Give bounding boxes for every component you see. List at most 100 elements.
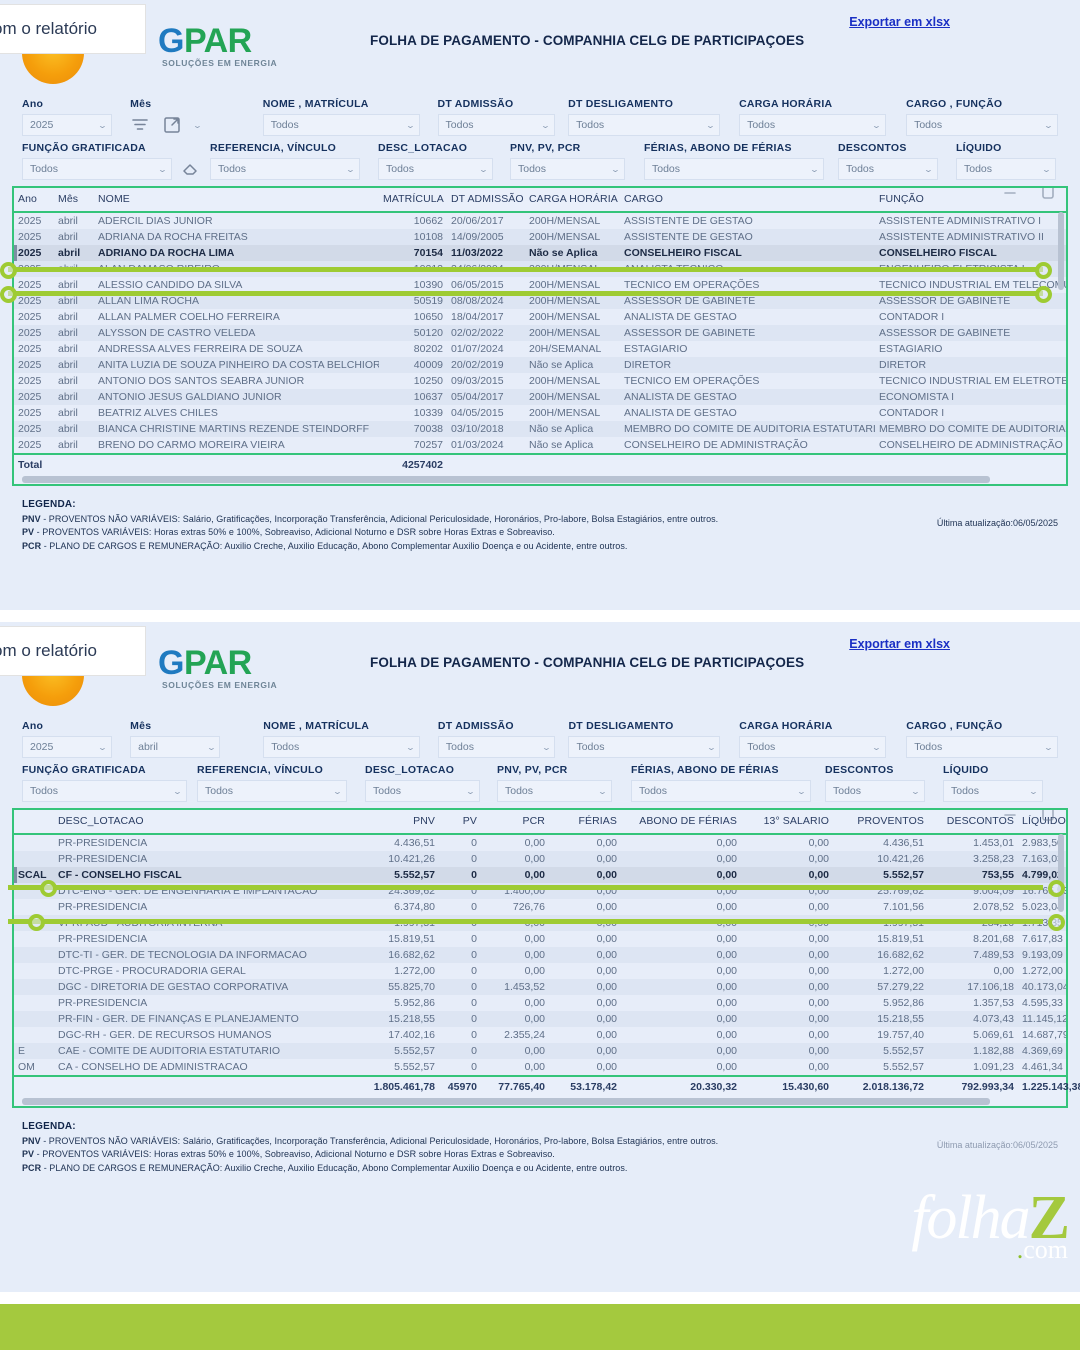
filter-select[interactable]: Todos ⌄ [497,780,612,802]
table-row[interactable]: SCAL CF - CONSELHO FISCAL 5.552,57 0 0,00 0,0… [14,867,1066,883]
table-row[interactable]: 2025 abril ALLAN PALMER COELHO FERREIRA 106… [14,309,1066,325]
table-row[interactable]: PR-PRESIDENCIA 10.421,26 0 0,00 0,00 0,00 0,00… [14,851,1066,867]
horizontal-scrollbar-track[interactable] [14,475,1066,484]
filter-pnv-pv-pcr[interactable]: PNV, PV, PCR Todos ⌄ [510,142,625,180]
table-row[interactable]: 2025 abril ADERCIL DIAS JUNIOR 10662 20/06/2… [14,212,1066,229]
col-pv[interactable]: PV [439,810,481,835]
horizontal-scrollbar-track[interactable] [14,1097,1066,1106]
col-proventos[interactable]: PROVENTOS [833,810,928,835]
chevron-down-icon[interactable]: ⌄ [192,120,203,130]
filter-dt-desligamento[interactable]: DT DESLIGAMENTO Todos ⌄ [568,720,721,758]
col-pcr[interactable]: PCR [481,810,549,835]
filter-select[interactable]: Todos ⌄ [943,780,1043,802]
filter-descontos[interactable]: DESCONTOS Todos ⌄ [838,142,938,180]
filter-ferias-abono[interactable]: FÉRIAS, ABONO DE FÉRIAS Todos ⌄ [631,764,811,802]
filter-select[interactable]: Todos ⌄ [906,114,1058,136]
eraser-icon[interactable] [180,158,200,178]
col-matricula[interactable]: MATRÍCULA [379,188,447,213]
table-row[interactable]: VPRI-AUD - AUDITORIA INTERNA 1.997,51 0 0,0… [14,915,1066,931]
table-row[interactable]: DTC-ENG - GER. DE ENGENHARIA E IMPLANTAC… [14,883,1066,899]
col-desc-lotacao[interactable]: DESC_LOTACAO [54,810,354,835]
filter-select[interactable]: Todos ⌄ [956,158,1056,180]
filter-mes[interactable]: Mês abril ⌄ [130,720,221,758]
filter-select[interactable]: Todos ⌄ [825,780,925,802]
col-nome[interactable]: NOME [94,188,379,213]
col-cargo[interactable]: CARGO [620,188,875,213]
col-mes[interactable]: Mês [54,188,94,213]
filter-carga-horaria[interactable]: CARGA HORÁRIA Todos ⌄ [739,720,887,758]
col-ferias[interactable]: FÉRIAS [549,810,621,835]
filter-select[interactable]: Todos ⌄ [22,780,187,802]
vertical-scrollbar[interactable] [1058,212,1064,290]
filter-select[interactable]: Todos ⌄ [22,158,172,180]
filter-select[interactable]: 2025 ⌄ [22,736,113,758]
table-row[interactable]: 2025 abril ALYSSON DE CASTRO VELEDA 50120 02… [14,325,1066,341]
table-row[interactable]: 2025 abril BEATRIZ ALVES CHILES 10339 04/05/… [14,405,1066,421]
filter-carga-horaria[interactable]: CARGA HORÁRIA Todos ⌄ [739,98,887,136]
table-row[interactable]: DGC - DIRETORIA DE GESTAO CORPORATIVA 55.… [14,979,1066,995]
filter-dt-admissao[interactable]: DT ADMISSÃO Todos ⌄ [437,98,556,136]
filter-dt-admissao[interactable]: DT ADMISSÃO Todos ⌄ [437,720,556,758]
filter-select[interactable]: Todos ⌄ [568,736,721,758]
col-pnv[interactable]: PNV [354,810,439,835]
filter-select[interactable]: Todos ⌄ [644,158,824,180]
filter-descontos[interactable]: DESCONTOS Todos ⌄ [825,764,925,802]
col-dt-admissao[interactable]: DT ADMISSÃO [447,188,525,213]
table-row[interactable]: DGC-RH - GER. DE RECURSOS HUMANOS 17.402,… [14,1027,1066,1043]
table-row[interactable]: 2025 abril BRENO DO CARMO MOREIRA VIEIRA 70… [14,437,1066,454]
filter-select[interactable]: Todos ⌄ [739,736,887,758]
filter-select[interactable]: 2025 ⌄ [22,114,113,136]
col-ano[interactable]: Ano [14,188,54,213]
table-row[interactable]: 2025 abril ADRIANA DA ROCHA FREITAS 10108 14… [14,229,1066,245]
table-row[interactable]: DTC-TI - GER. DE TECNOLOGIA DA INFORMACA… [14,947,1066,963]
minimize-icon[interactable] [1002,186,1018,200]
filter-select[interactable]: Todos ⌄ [197,780,347,802]
table-row[interactable]: 2025 abril ANTONIO DOS SANTOS SEABRA JUNIO… [14,373,1066,389]
filter-nome-matricula[interactable]: NOME , MATRÍCULA Todos ⌄ [263,720,420,758]
table-row[interactable]: PR-PRESIDENCIA 5.952,86 0 0,00 0,00 0,00 0,00 5… [14,995,1066,1011]
filter-ferias-abono[interactable]: FÉRIAS, ABONO DE FÉRIAS Todos ⌄ [644,142,824,180]
col-abono[interactable]: ABONO DE FÉRIAS [621,810,741,835]
filter-select[interactable]: Todos ⌄ [838,158,938,180]
filter-liquido[interactable]: LÍQUIDO Todos ⌄ [956,142,1056,180]
filter-cargo-funcao[interactable]: CARGO , FUNÇÃO Todos ⌄ [906,98,1058,136]
filter-select[interactable]: Todos ⌄ [437,736,556,758]
table-row[interactable]: E CAE - COMITE DE AUDITORIA ESTATUTARIO 5.… [14,1043,1066,1059]
filter-select[interactable]: Todos ⌄ [510,158,625,180]
filter-select[interactable]: Todos ⌄ [378,158,493,180]
vertical-scrollbar[interactable] [1058,834,1064,912]
table-row[interactable]: 2025 abril ALAN DAMASO RIBEIRO 10212 24/06/2… [14,261,1066,277]
col-carga-horaria[interactable]: CARGA HORÁRIA [525,188,620,213]
filter-referencia-vinculo[interactable]: REFERENCIA, VÍNCULO Todos ⌄ [197,764,347,802]
filter-cargo-funcao[interactable]: CARGO , FUNÇÃO Todos ⌄ [906,720,1058,758]
filter-select[interactable]: Todos ⌄ [437,114,556,136]
table-row[interactable]: 2025 abril ANITA LUZIA DE SOUZA PINHEIRO D… [14,357,1066,373]
horizontal-scrollbar-thumb[interactable] [22,476,990,483]
table-row[interactable]: 2025 abril ADRIANO DA ROCHA LIMA 70154 11/03… [14,245,1066,261]
focus-mode-icon[interactable] [1040,186,1056,200]
table-row[interactable]: PR-PRESIDENCIA 6.374,80 0 726,76 0,00 0,00 0,0… [14,899,1066,915]
col-liquido[interactable]: LÍQUIDO [1018,810,1066,835]
filter-ano[interactable]: Ano 2025 ⌄ [22,720,113,758]
table-row[interactable]: 2025 abril BIANCA CHRISTINE MARTINS REZEND… [14,421,1066,437]
table-row[interactable]: 2025 abril ALESSIO CANDIDO DA SILVA 10390 06… [14,277,1066,293]
table-row[interactable]: 2025 abril ALLAN LIMA ROCHA 50519 08/08/2024… [14,293,1066,309]
filter-mes[interactable]: Mês ⌄ [130,98,253,136]
table-row[interactable]: PR-PRESIDENCIA 4.436,51 0 0,00 0,00 0,00 0,00 4… [14,834,1066,851]
filter-pnv-pv-pcr[interactable]: PNV, PV, PCR Todos ⌄ [497,764,612,802]
filter-select[interactable]: Todos ⌄ [568,114,721,136]
filter-desc-lotacao[interactable]: DESC_LOTACAO Todos ⌄ [378,142,493,180]
table-row[interactable]: PR-PRESIDENCIA 15.819,51 0 0,00 0,00 0,00 0,00… [14,931,1066,947]
filter-select[interactable]: Todos ⌄ [210,158,360,180]
filter-select[interactable]: Todos ⌄ [263,736,420,758]
minimize-icon[interactable] [1002,808,1018,822]
table-row[interactable]: 2025 abril ANTONIO JESUS GALDIANO JUNIOR 10… [14,389,1066,405]
filter-nome-matricula[interactable]: NOME , MATRÍCULA Todos ⌄ [262,98,420,136]
filter-select[interactable]: Todos ⌄ [365,780,480,802]
filter-select[interactable]: Todos ⌄ [631,780,811,802]
filter-select[interactable]: Todos ⌄ [906,736,1058,758]
table-row[interactable]: DTC-PRGE - PROCURADORIA GERAL 1.272,00 0 0,… [14,963,1066,979]
filter-select[interactable]: Todos ⌄ [739,114,887,136]
filter-ano[interactable]: Ano 2025 ⌄ [22,98,113,136]
filter-funnel-icon[interactable] [130,115,150,135]
